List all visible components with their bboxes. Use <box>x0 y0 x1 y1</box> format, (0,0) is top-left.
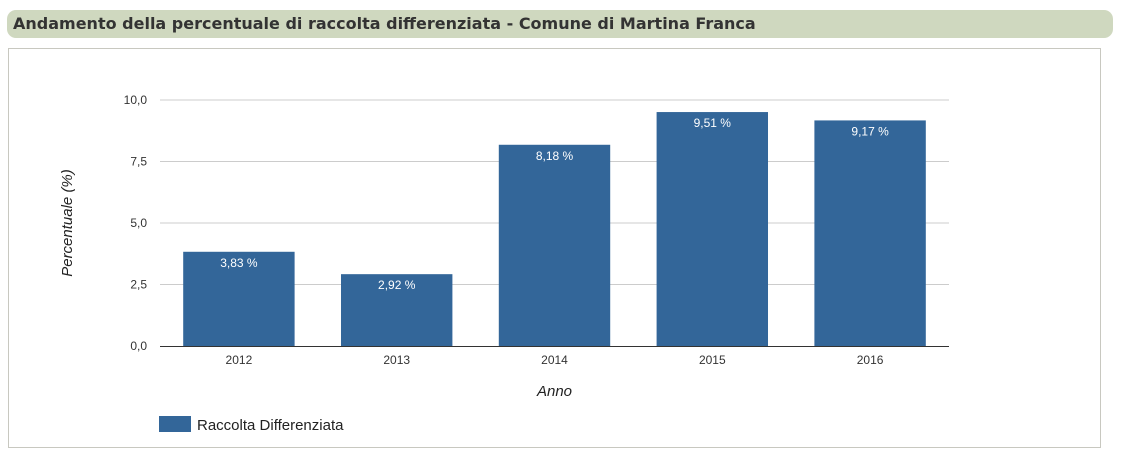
x-axis-title: Anno <box>536 383 572 400</box>
title-bar: Andamento della percentuale di raccolta … <box>7 10 1113 38</box>
y-tick-label: 7,5 <box>130 155 147 169</box>
data-label: 8,18 % <box>536 149 574 163</box>
x-tick-label: 2015 <box>699 353 726 367</box>
y-tick-label: 5,0 <box>130 216 147 230</box>
y-axis-title: Percentuale (%) <box>59 169 76 277</box>
x-tick-label: 2012 <box>226 353 253 367</box>
chart-panel: 0,0 2,5 5,0 7,5 10,0 3,83 % 2012 2,92 % 2013 8,18… <box>8 48 1101 448</box>
bar-chart: 0,0 2,5 5,0 7,5 10,0 3,83 % 2012 2,92 % 2013 8,18… <box>59 93 949 434</box>
y-tick-label: 2,5 <box>130 278 147 292</box>
y-tick-label: 0,0 <box>130 339 147 353</box>
bar <box>340 274 453 346</box>
data-label: 9,17 % <box>851 124 889 138</box>
data-label: 3,83 % <box>220 256 258 270</box>
bar <box>814 120 926 346</box>
x-tick-label: 2014 <box>541 353 568 367</box>
data-label: 9,51 % <box>694 116 732 130</box>
data-label: 2,92 % <box>378 278 416 292</box>
bar <box>183 251 295 346</box>
legend-label: Raccolta Differenziata <box>197 417 344 434</box>
x-tick-label: 2016 <box>857 353 884 367</box>
y-tick-label: 10,0 <box>124 93 148 107</box>
legend-swatch <box>159 416 191 432</box>
bar <box>656 112 769 346</box>
bar <box>498 144 611 346</box>
chart-title: Andamento della percentuale di raccolta … <box>13 14 756 33</box>
x-tick-label: 2013 <box>383 353 410 367</box>
